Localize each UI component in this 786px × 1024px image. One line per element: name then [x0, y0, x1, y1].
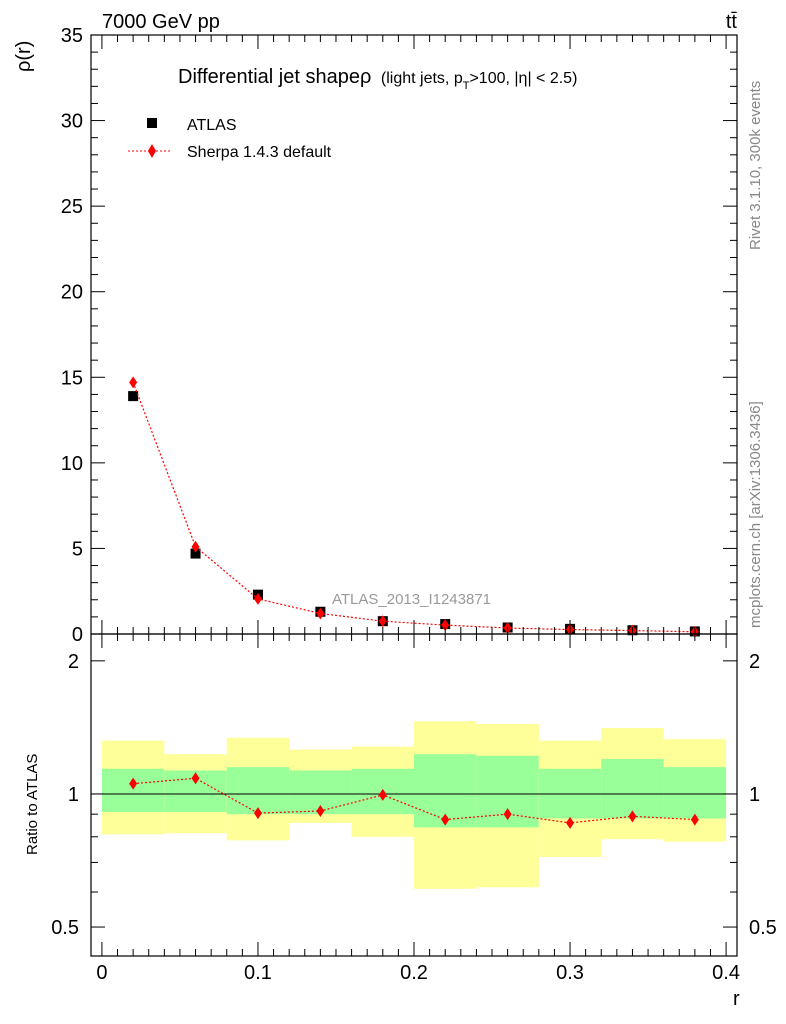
- legend: ATLAS Sherpa 1.4.3 default: [128, 117, 332, 161]
- y-tick-label-right: 2: [749, 651, 760, 673]
- data-point-diamond: [503, 808, 512, 821]
- data-point-diamond: [378, 615, 387, 628]
- series-line: [132, 382, 695, 633]
- y-tick-label: 35: [61, 25, 83, 47]
- rivet-label: Rivet 3.1.10, 300k events: [747, 81, 764, 250]
- data-point-diamond: [253, 807, 262, 820]
- data-point-square: [190, 548, 201, 559]
- uncertainty-band-inner: [663, 767, 727, 819]
- chart-title-suffix-a: (light jets, p: [381, 70, 463, 87]
- data-point-diamond: [253, 592, 262, 605]
- series-line: [133, 777, 695, 824]
- x-tick-label: 0.3: [556, 962, 584, 984]
- data-point-diamond: [378, 788, 387, 801]
- data-point-diamond: [441, 813, 450, 826]
- data-point-diamond: [316, 804, 325, 817]
- data-point-diamond: [441, 619, 450, 632]
- y-tick-label: 2: [68, 651, 79, 673]
- legend-label-sherpa: Sherpa 1.4.3 default: [187, 144, 332, 161]
- bottom-ylabel: Ratio to ATLAS: [24, 754, 41, 855]
- data-point-diamond: [191, 772, 200, 785]
- chart-title: Differential jet shapeρ (light jets, pT>…: [178, 66, 577, 92]
- analysis-watermark: ATLAS_2013_I1243871: [332, 591, 491, 608]
- data-point-diamond: [129, 376, 138, 389]
- y-tick-label-right: 1: [749, 784, 760, 806]
- energy-label: 7000 GeV pp: [102, 11, 220, 33]
- y-tick-label: 15: [61, 367, 83, 389]
- y-tick-label: 5: [72, 538, 83, 560]
- chart-title-suffix-sub: T: [463, 80, 470, 92]
- y-tick-label: 25: [61, 196, 83, 218]
- y-tick-label: 0.5: [51, 917, 79, 939]
- x-tick-label: 0.1: [244, 962, 272, 984]
- data-point-diamond: [191, 540, 200, 553]
- uncertainty-band-inner: [601, 758, 664, 819]
- data-point-diamond: [690, 813, 699, 826]
- mcplots-label: mcplots.cern.ch [arXiv:1306.3436]: [747, 401, 764, 628]
- x-tick-label: 0.4: [712, 962, 740, 984]
- uncertainty-band-inner: [101, 768, 165, 813]
- data-point-diamond: [628, 810, 637, 823]
- x-tick-label: 0: [96, 962, 107, 984]
- data-point-diamond: [566, 816, 575, 829]
- chart-title-suffix-b: >100, |η| < 2.5): [469, 70, 577, 87]
- legend-marker-atlas: [147, 118, 157, 128]
- y-tick-label: 10: [61, 453, 83, 475]
- data-point-diamond: [316, 607, 325, 620]
- x-tick-label: 0.2: [400, 962, 428, 984]
- uncertainty-band-inner: [226, 767, 290, 815]
- y-tick-label: 30: [61, 111, 83, 133]
- xlabel: r: [733, 988, 740, 1010]
- y-tick-label: 1: [68, 784, 79, 806]
- top-ylabel: ρ(r): [13, 41, 35, 72]
- process-label: tt̄: [726, 11, 738, 33]
- y-tick-label: 0: [72, 624, 83, 646]
- chart-title-main: Differential jet shapeρ: [178, 66, 371, 88]
- y-tick-label-right: 0.5: [749, 917, 777, 939]
- data-point-diamond: [129, 777, 138, 790]
- legend-label-atlas: ATLAS: [187, 117, 237, 134]
- y-tick-label: 20: [61, 282, 83, 304]
- legend-marker-sherpa: [148, 144, 156, 158]
- data-point-square: [128, 391, 139, 402]
